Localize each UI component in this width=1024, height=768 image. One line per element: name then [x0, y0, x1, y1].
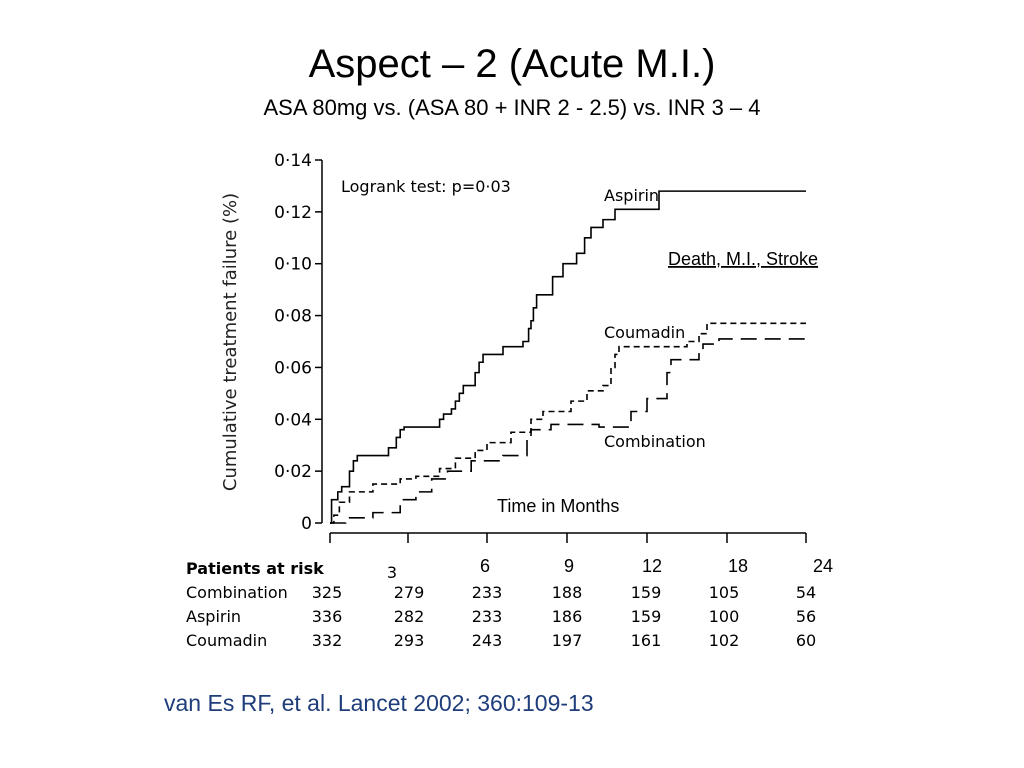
y-tick-label: 0·08 [274, 307, 312, 327]
citation: van Es RF, et al. Lancet 2002; 360:109-1… [164, 690, 594, 716]
x-tick-label: 24 [813, 556, 833, 576]
risk-cell: 279 [394, 583, 425, 602]
risk-cell: 336 [312, 607, 343, 626]
risk-cell: 188 [552, 583, 583, 602]
logrank-label: Logrank test: p=0·03 [341, 177, 511, 196]
x-axis-title: Time in Months [497, 496, 619, 516]
risk-cell: 60 [796, 631, 816, 650]
chart-labels: Cumulative treatment failure (%) Aspirin C… [220, 177, 818, 516]
x-tick-label: 9 [564, 556, 574, 576]
risk-table: Patients at risk Combination 325 279 233 188 1… [186, 559, 816, 650]
series-label-combination: Combination [604, 432, 706, 451]
risk-cell: 161 [631, 631, 662, 650]
y-tick-label: 0·02 [274, 462, 312, 482]
risk-cell: 233 [472, 583, 503, 602]
risk-cell: 105 [709, 583, 740, 602]
risk-cell: 186 [552, 607, 583, 626]
risk-row-label: Aspirin [186, 607, 241, 626]
y-tick-label: 0·14 [274, 151, 312, 171]
risk-table-header: Patients at risk [186, 559, 324, 578]
x-tick-label: 12 [642, 556, 662, 576]
risk-cell: 332 [312, 631, 343, 650]
y-tick-label: 0 [301, 514, 312, 534]
risk-cell: 282 [394, 607, 425, 626]
risk-cell: 100 [709, 607, 740, 626]
series-line-combination [330, 338, 806, 524]
y-tick-label: 0·04 [274, 410, 312, 430]
y-tick-label: 0·12 [274, 203, 312, 223]
x-tick-label: 3 [387, 563, 397, 582]
x-tick-label: 18 [728, 556, 748, 576]
risk-cell: 56 [796, 607, 816, 626]
risk-cell: 197 [552, 631, 583, 650]
risk-cell: 102 [709, 631, 740, 650]
series-label-aspirin: Aspirin [604, 186, 659, 205]
outcome-label: Death, M.I., Stroke [668, 249, 818, 269]
risk-cell: 233 [472, 607, 503, 626]
risk-cell: 159 [631, 583, 662, 602]
risk-cell: 54 [796, 583, 816, 602]
y-axis-title: Cumulative treatment failure (%) [220, 193, 241, 491]
risk-row-label: Coumadin [186, 631, 267, 650]
axes: 0 0·02 0·04 0·06 0·08 0·10 0·12 0·14 3 6 9 12 18 24 [274, 151, 833, 582]
slide-title: Aspect – 2 (Acute M.I.) [308, 42, 716, 86]
slide-subtitle: ASA 80mg vs. (ASA 80 + INR 2 - 2.5) vs. … [263, 95, 761, 120]
risk-cell: 325 [312, 583, 343, 602]
y-tick-label: 0·06 [274, 358, 312, 378]
risk-row-label: Combination [186, 583, 288, 602]
series-line-aspirin [330, 190, 806, 524]
x-tick-label: 6 [480, 556, 490, 576]
risk-cell: 159 [631, 607, 662, 626]
risk-cell: 293 [394, 631, 425, 650]
y-tick-label: 0·10 [274, 255, 312, 275]
series-label-coumadin: Coumadin [604, 323, 685, 342]
risk-cell: 243 [472, 631, 503, 650]
series-line-coumadin [330, 322, 806, 524]
series-group [330, 190, 806, 524]
